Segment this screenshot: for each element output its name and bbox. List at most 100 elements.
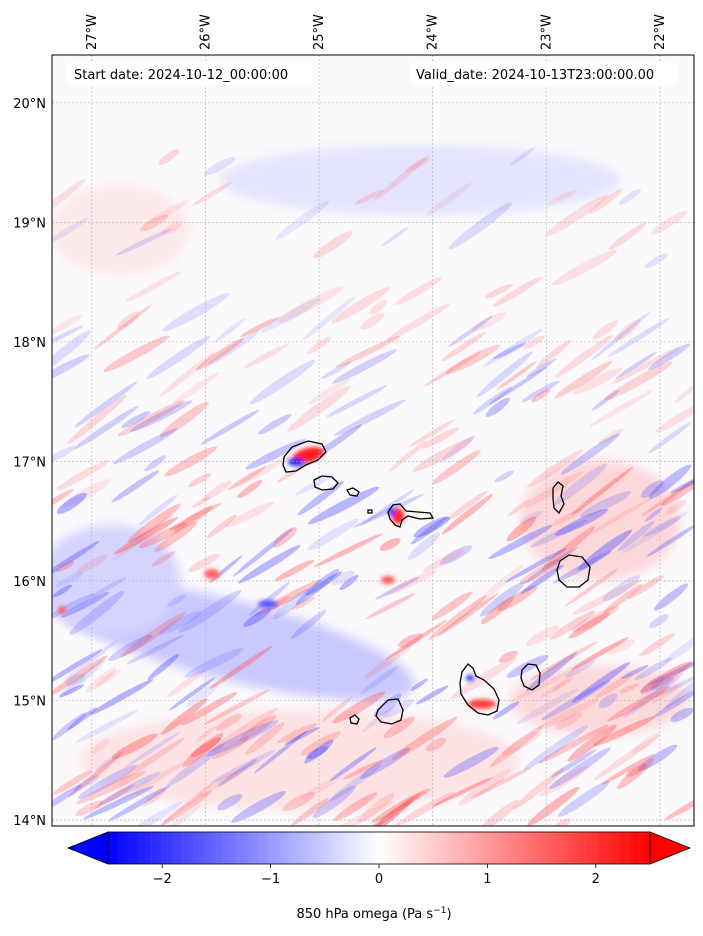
wave-streak-179	[164, 446, 218, 477]
wave-streak-13	[661, 465, 694, 506]
wave-streak-154	[74, 381, 138, 428]
wave-streak-93	[421, 427, 459, 449]
wave-streak-251	[231, 791, 286, 823]
wave-streak-508	[653, 687, 694, 718]
colorbar-label: 850 hPa omega (Pa s−1)	[296, 906, 451, 922]
map-frame	[51, 54, 695, 827]
wave-streak-291	[602, 583, 643, 614]
wave-streak-167	[217, 793, 243, 811]
wave-streak-258	[94, 304, 152, 350]
wave-streak-66	[492, 342, 526, 360]
lat-label-6: 14°N	[13, 814, 46, 829]
lon-label-2: 25°W	[312, 14, 327, 50]
wave-streak-396	[587, 497, 653, 536]
wave-streak-118	[52, 179, 86, 219]
wave-streak-177	[67, 753, 122, 798]
wave-streak-54	[342, 759, 383, 780]
wave-streak-304	[307, 518, 359, 551]
wave-streak-335	[94, 784, 135, 809]
wave-streak-152	[332, 570, 355, 586]
wave-streak-361	[238, 545, 301, 584]
wave-streak-197	[408, 419, 456, 448]
wave-streak-458	[103, 335, 170, 372]
wave-streak-84	[439, 545, 473, 565]
wave-streak-7	[290, 610, 327, 639]
wave-streak-362	[470, 767, 532, 799]
coast-santa-luzia	[346, 487, 360, 497]
wave-streak-492	[56, 460, 109, 491]
wave-streak-117	[382, 226, 409, 247]
wave-streak-393	[60, 591, 110, 618]
wave-streak-392	[86, 667, 117, 693]
wave-streak-116	[385, 619, 447, 660]
lat-label-1: 19°N	[13, 216, 46, 231]
wave-streak-128	[52, 655, 108, 699]
wave-streak-275	[515, 688, 580, 725]
wave-streak-44	[482, 328, 543, 368]
wave-streak-90	[593, 735, 659, 781]
field-ascent-east	[520, 460, 680, 580]
wave-streak-16	[552, 818, 572, 826]
lon-label-4: 23°W	[539, 14, 554, 50]
wave-streak-450	[339, 575, 359, 591]
colorbar-extend-high	[649, 831, 692, 865]
wave-streak-322	[554, 508, 609, 536]
omega-field: Start date: 2024-10-12_00:00:00 Valid_da…	[52, 55, 694, 826]
wave-streak-493	[59, 684, 84, 697]
colorbar-body	[108, 832, 650, 864]
wave-streak-290	[557, 780, 610, 817]
wave-streak-407	[646, 523, 694, 557]
wave-streak-318	[159, 352, 216, 397]
wave-streak-327	[535, 339, 571, 369]
wave-streak-210	[203, 156, 236, 176]
colorbar-tick-label-0: −2	[153, 872, 172, 887]
wave-streak-274	[245, 722, 285, 755]
wave-streak-71	[641, 480, 694, 517]
wave-streak-280	[302, 295, 356, 341]
wave-streak-260	[138, 494, 178, 526]
wave-streak-391	[332, 691, 386, 724]
colorbar-tick-label-2: 0	[375, 872, 383, 887]
wave-streak-445	[571, 661, 631, 703]
wave-streak-412	[431, 591, 473, 621]
core-red-central	[381, 576, 395, 584]
wave-streak-222	[284, 726, 320, 745]
wave-streak-266	[647, 654, 694, 686]
wave-streak-367	[458, 768, 511, 806]
longitude-labels: 27°W 26°W 25°W 24°W 23°W 22°W	[85, 14, 668, 50]
wave-streak-504	[670, 471, 694, 494]
wave-streak-380	[232, 528, 294, 577]
wave-streak-479	[598, 693, 618, 709]
wave-streak-310	[243, 608, 272, 627]
wave-streak-141	[496, 586, 538, 612]
wave-streak-96	[634, 657, 673, 681]
wave-streak-286	[74, 709, 139, 744]
wave-streak-14	[77, 764, 138, 800]
wave-streak-5	[357, 793, 395, 823]
colorbar-label-close: )	[446, 907, 451, 922]
wave-streak-106	[216, 713, 242, 731]
wave-streak-202	[591, 389, 620, 411]
wave-streak-305	[144, 200, 189, 226]
wave-streak-108	[202, 480, 232, 502]
wave-streak-49	[118, 801, 183, 826]
wave-streak-340	[579, 491, 632, 518]
wave-streak-89	[492, 276, 543, 307]
wave-streak-518	[248, 582, 290, 616]
wave-streak-261	[441, 331, 486, 362]
wave-streak-439	[291, 798, 329, 826]
wave-streak-30	[591, 311, 650, 361]
wave-streak-136	[274, 559, 315, 582]
wave-streak-166	[601, 754, 654, 785]
wave-streak-87	[326, 800, 396, 826]
wave-streak-171	[56, 560, 75, 572]
wave-streak-162	[73, 405, 139, 450]
field-ascent-southeast	[510, 665, 690, 735]
wave-streak-43	[333, 792, 378, 822]
wave-streak-320	[272, 588, 311, 620]
wave-streak-408	[307, 486, 380, 525]
wave-streak-349	[180, 692, 238, 726]
coast-sal	[552, 481, 565, 515]
wave-streak-231	[116, 228, 172, 256]
wave-streak-495	[313, 231, 353, 259]
